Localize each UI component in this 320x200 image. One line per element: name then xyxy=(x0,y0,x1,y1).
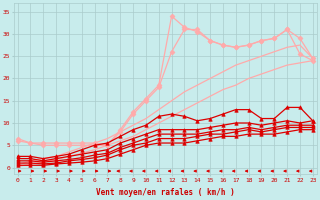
X-axis label: Vent moyen/en rafales ( km/h ): Vent moyen/en rafales ( km/h ) xyxy=(96,188,235,197)
